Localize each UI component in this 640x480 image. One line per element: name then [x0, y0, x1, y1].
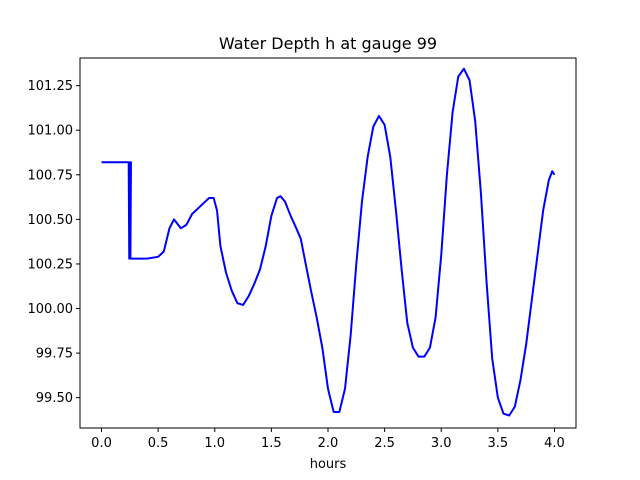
- x-tick-label: 3.5: [488, 436, 509, 451]
- x-tick-label: 4.0: [544, 436, 565, 451]
- y-axis-ticks: 99.50 99.75 100.00 100.25 100.50 100.75 101.00…: [28, 79, 80, 406]
- y-tick-label: 100.75: [28, 168, 74, 183]
- x-tick-label: 0.5: [148, 436, 169, 451]
- y-tick-label: 99.75: [36, 347, 73, 362]
- x-tick-label: 0.0: [91, 436, 112, 451]
- y-tick-label: 101.00: [28, 124, 74, 139]
- x-axis-ticks: 0.0 0.5 1.0 1.5 2.0 2.5 3.0 3.5 4.0: [91, 428, 565, 451]
- x-tick-label: 1.5: [261, 436, 282, 451]
- y-tick-label: 99.50: [36, 391, 73, 406]
- x-tick-label: 3.0: [431, 436, 452, 451]
- series-group: [101, 67, 556, 417]
- x-tick-label: 1.0: [204, 436, 225, 451]
- y-tick-label: 100.00: [28, 302, 74, 317]
- x-tick-label: 2.0: [318, 436, 339, 451]
- y-tick-label: 100.25: [28, 257, 74, 272]
- x-axis-label: hours: [310, 457, 347, 472]
- plot-area: [79, 57, 577, 429]
- y-tick-label: 100.50: [28, 213, 74, 228]
- chart-title: Water Depth h at gauge 99: [219, 34, 437, 53]
- series-line: [101, 67, 556, 417]
- y-tick-label: 101.25: [28, 79, 74, 94]
- x-tick-label: 2.5: [374, 436, 395, 451]
